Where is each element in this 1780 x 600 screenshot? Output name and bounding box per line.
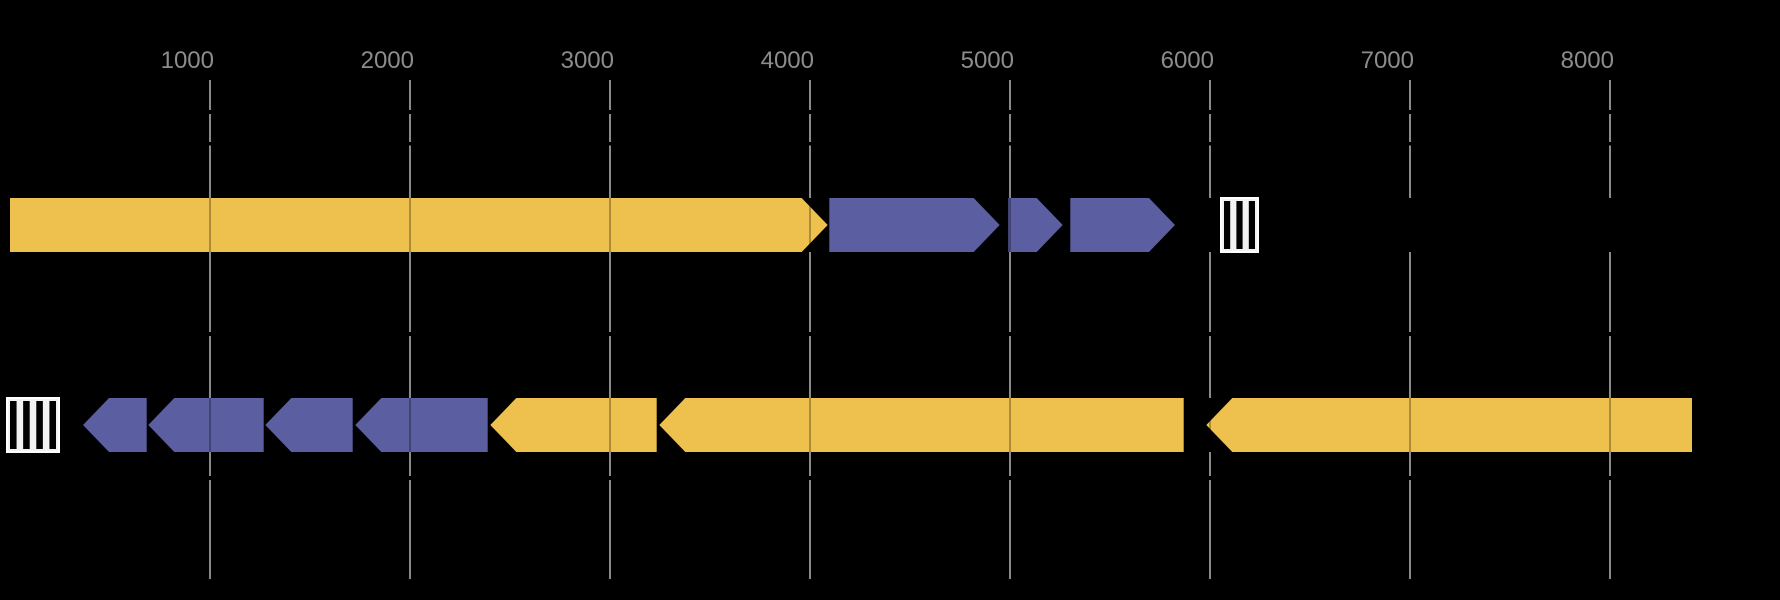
svg-text:6000: 6000 bbox=[1161, 47, 1214, 74]
svg-text:7000: 7000 bbox=[1361, 47, 1414, 74]
svg-text:5000: 5000 bbox=[961, 47, 1014, 74]
svg-text:4000: 4000 bbox=[761, 47, 814, 74]
svg-text:2000: 2000 bbox=[361, 47, 414, 74]
svg-text:1000: 1000 bbox=[161, 47, 214, 74]
svg-text:8000: 8000 bbox=[1561, 47, 1614, 74]
svg-text:3000: 3000 bbox=[561, 47, 614, 74]
